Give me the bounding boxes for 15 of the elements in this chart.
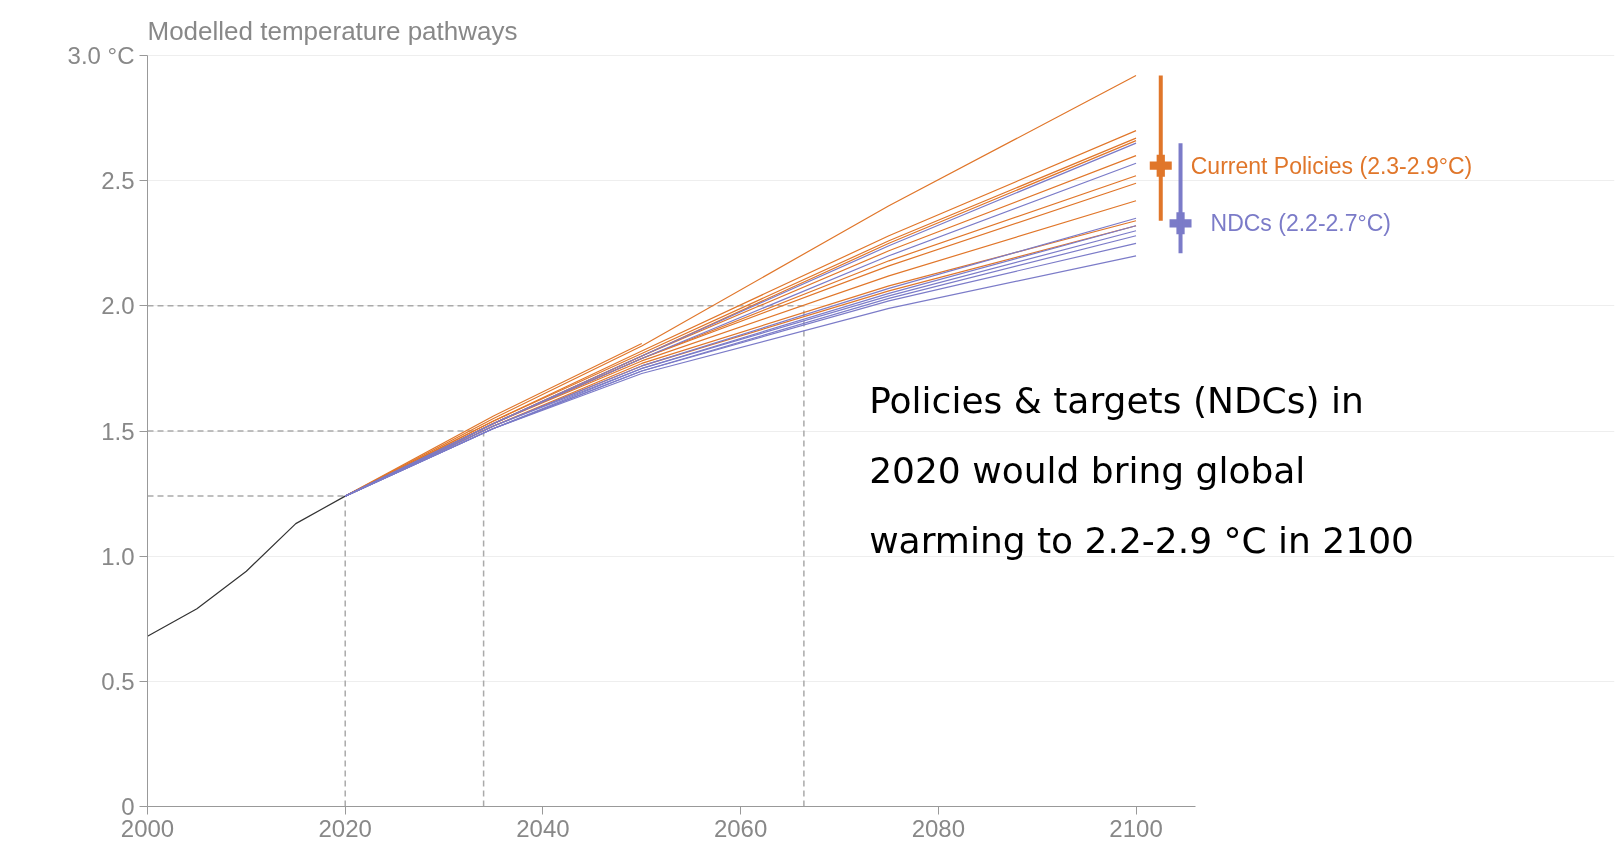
x-tick-label: 2020 (318, 814, 372, 842)
y-tick-label: 1.5 (101, 417, 135, 445)
series-label: Current Policies (2.3-2.9°C) (1190, 152, 1473, 179)
x-tick-label: 2040 (516, 814, 570, 842)
series-label: NDCs (2.2-2.7°C) (1210, 210, 1391, 237)
y-tick-label: 3.0 °C (67, 42, 135, 70)
y-tick-label: 2.5 (101, 167, 135, 195)
x-tick-label: 2100 (1109, 814, 1163, 842)
annotation: Policies & targets (NDCs) in 2020 would bring global warming to 2.2-2.9 °C in 2100 (869, 380, 1414, 562)
y-tick-label: 1.0 (101, 542, 135, 570)
x-tick-label: 2080 (911, 814, 966, 842)
x-tick-label: 2060 (713, 814, 768, 842)
y-tick-label: 2.0 (101, 292, 135, 320)
chart-title: Modelled temperature pathways (147, 15, 518, 46)
y-tick-label: 0.5 (101, 667, 135, 695)
